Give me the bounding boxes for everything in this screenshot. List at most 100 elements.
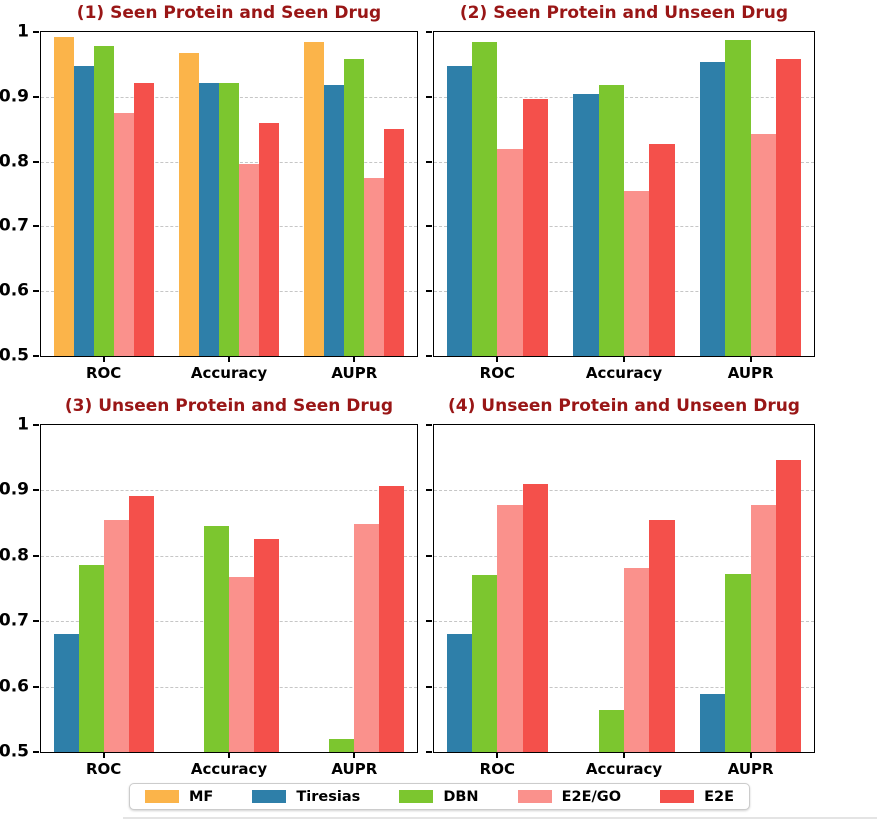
y-tick-mark — [33, 554, 40, 557]
bar-dbn-aupr — [725, 39, 751, 356]
bar-e2e-roc — [128, 496, 154, 752]
plot-area-2: ROC Accuracy AUPR — [426, 31, 815, 382]
y-tick-label: 0.9 — [0, 479, 29, 500]
x-tick-label-accuracy: Accuracy — [190, 364, 268, 382]
y-tick-label: 0.8 — [0, 545, 29, 566]
y-tick-mark — [426, 685, 433, 688]
bar-e2e-go-accuracy — [624, 568, 650, 752]
subplot-unseen-protein-unseen-drug: (4) Unseen Protein and Unseen Drug ROC Ac… — [426, 396, 815, 778]
y-tick-mark — [426, 424, 433, 426]
legend-swatch-icon — [145, 790, 179, 803]
bar-mf-accuracy — [178, 52, 199, 356]
y-tick-label: 1 — [17, 414, 29, 435]
x-tick-mark — [496, 357, 499, 362]
bar-e2e-go-accuracy — [239, 164, 260, 356]
x-tick-label-aupr: AUPR — [727, 364, 774, 382]
y-tick-label: 1 — [17, 21, 29, 42]
bar-tiresias-roc — [73, 65, 94, 356]
y-tick-mark — [426, 489, 433, 492]
bar-dbn-aupr — [725, 574, 751, 752]
x-tick-mark — [228, 753, 230, 758]
legend-swatch-icon — [252, 790, 287, 803]
x-tick-label-accuracy: Accuracy — [585, 364, 663, 382]
plot-area-1: 1 0.9 0.8 0.7 0.6 0.5 ROC Accuracy AUPR — [0, 23, 418, 382]
bar-e2e-accuracy — [649, 144, 675, 356]
legend-swatch-icon — [660, 790, 695, 803]
subplot-4-title: (4) Unseen Protein and Unseen Drug — [448, 396, 800, 416]
bar-tiresias-roc — [53, 634, 79, 752]
y-tick-mark — [33, 355, 40, 357]
legend: MF Tiresias DBN E2E/GO E2E — [129, 783, 750, 810]
subplot-unseen-protein-seen-drug: (3) Unseen Protein and Seen Drug 1 0.9 0.8… — [0, 396, 418, 778]
legend-label: MF — [189, 788, 214, 805]
y-tick-label: 0.9 — [0, 86, 29, 107]
y-tick-mark — [33, 225, 40, 228]
bottom-divider — [123, 817, 877, 819]
bar-e2e-go-roc — [103, 520, 129, 752]
bar-e2e-roc — [522, 99, 548, 356]
y-tick-mark — [426, 290, 433, 293]
gridline-0.9 — [434, 96, 814, 98]
bar-dbn-roc — [472, 575, 498, 752]
gridline-0.8 — [41, 555, 417, 557]
bar-e2e-accuracy — [254, 539, 280, 752]
bar-e2e-go-aupr — [354, 524, 380, 752]
x-tick-mark — [749, 357, 752, 362]
x-tick-label-aupr: AUPR — [331, 364, 378, 382]
bar-tiresias-aupr — [700, 693, 726, 752]
x-tick-mark — [749, 753, 752, 758]
x-tick-label-aupr: AUPR — [331, 760, 378, 778]
legend-label: E2E — [704, 788, 734, 805]
legend-label: DBN — [443, 788, 479, 805]
x-tick-mark — [353, 357, 356, 362]
y-tick-mark — [426, 355, 433, 357]
y-tick-label: 0.6 — [0, 280, 29, 301]
x-tick-mark — [228, 357, 230, 362]
bar-e2e-roc — [133, 83, 154, 356]
bar-mf-aupr — [304, 41, 325, 356]
y-tick-mark — [33, 31, 40, 33]
bar-e2e-go-roc — [113, 113, 134, 356]
y-tick-mark — [33, 95, 40, 98]
y-tick-mark — [426, 620, 433, 623]
bar-e2e-go-accuracy — [624, 190, 650, 356]
y-tick-mark — [426, 160, 433, 163]
x-tick-label-accuracy: Accuracy — [585, 760, 663, 778]
y-tick-mark — [33, 489, 40, 492]
bar-e2e-go-aupr — [364, 177, 385, 356]
y-tick-label: 0.6 — [0, 676, 29, 697]
x-tick-mark — [623, 357, 625, 362]
x-tick-mark — [102, 357, 105, 362]
y-tick-mark — [33, 424, 40, 426]
bar-mf-roc — [53, 36, 74, 356]
y-tick-mark — [33, 290, 40, 293]
gridline-0.9 — [41, 490, 417, 492]
bar-dbn-accuracy — [218, 83, 240, 356]
bar-e2e-go-aupr — [750, 133, 776, 356]
bar-dbn-aupr — [329, 738, 355, 752]
y-tick-mark — [426, 225, 433, 228]
bar-tiresias-accuracy — [198, 83, 219, 356]
legend-item-e2e: E2E — [660, 789, 734, 805]
bar-e2e-go-aupr — [750, 504, 776, 752]
x-tick-mark — [353, 753, 356, 758]
y-tick-label: 0.5 — [0, 741, 29, 762]
bar-e2e-go-accuracy — [229, 576, 255, 752]
x-tick-mark — [102, 753, 105, 758]
x-tick-mark — [496, 753, 499, 758]
bar-e2e-roc — [522, 483, 548, 752]
subplot-3-title: (3) Unseen Protein and Seen Drug — [64, 396, 394, 416]
y-tick-mark — [33, 751, 40, 753]
bar-tiresias-roc — [446, 66, 472, 356]
bar-e2e-aupr — [379, 486, 405, 752]
subplot-seen-protein-unseen-drug: (2) Seen Protein and Unseen Drug ROC Accu… — [426, 3, 815, 382]
subplot-seen-protein-seen-drug: (1) Seen Protein and Seen Drug 1 0.9 0.8 0.… — [0, 3, 418, 382]
bar-tiresias-roc — [446, 634, 472, 752]
y-tick-label: 0.7 — [0, 215, 29, 236]
y-tick-mark — [33, 685, 40, 688]
legend-item-dbn: DBN — [399, 788, 479, 805]
subplot-1-title: (1) Seen Protein and Seen Drug — [76, 3, 382, 23]
legend-label: E2E/GO — [561, 788, 622, 805]
bar-dbn-accuracy — [598, 710, 624, 752]
